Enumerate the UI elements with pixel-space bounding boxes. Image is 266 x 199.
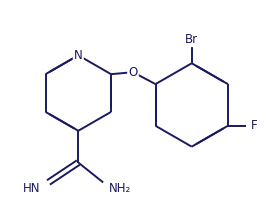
Text: F: F: [251, 119, 257, 132]
Text: HN: HN: [23, 182, 40, 195]
Text: O: O: [128, 66, 138, 79]
Text: NH₂: NH₂: [109, 182, 131, 195]
Text: N: N: [74, 49, 83, 62]
Text: Br: Br: [185, 33, 198, 46]
